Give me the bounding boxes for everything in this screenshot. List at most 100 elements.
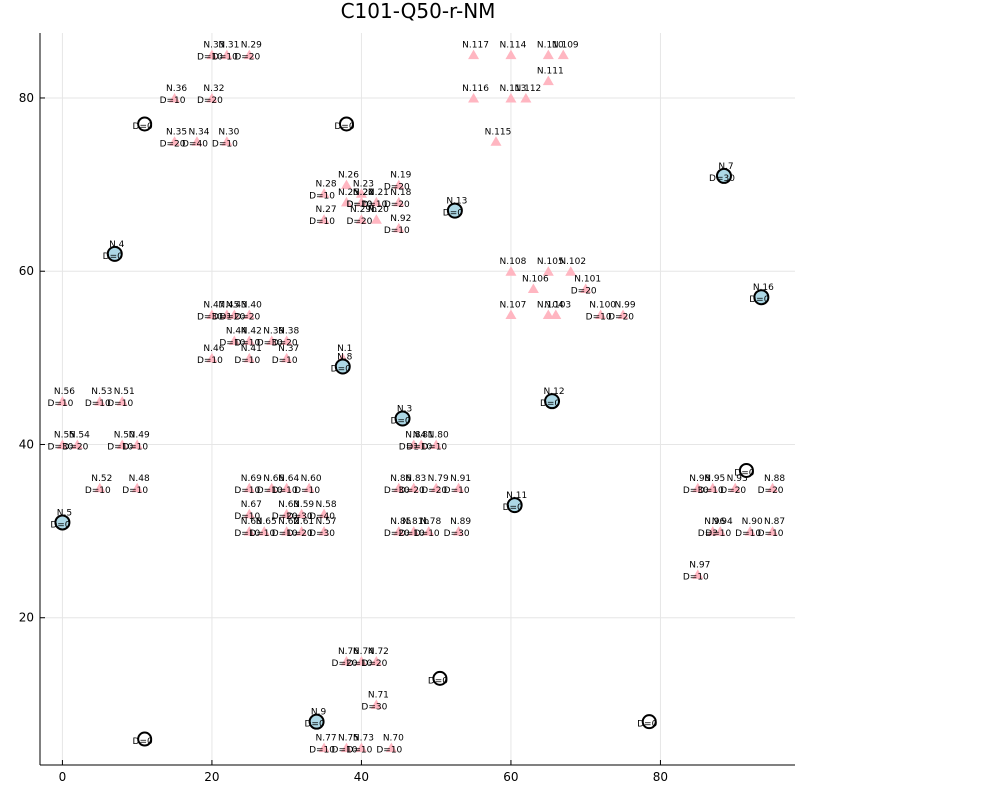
customer-demand-label: D=10 [107,399,133,409]
customer-id-label: N.19 [390,171,411,181]
customer-point [169,92,181,103]
customer-demand-label: D=10 [197,53,223,63]
customer-point [707,526,719,536]
customer-point [266,482,278,493]
customer-id-label: N.108 [500,257,527,267]
customer-id-label: N.94 [712,517,733,527]
customer-point [116,439,128,449]
customer-id-label: N.27 [316,205,337,215]
customer-point [565,266,577,276]
customer-demand-label: D=30 [698,529,724,539]
customer-point [243,526,255,536]
customer-point [281,482,293,493]
customer-demand-label: D=20 [346,217,372,227]
customer-demand-label: D=10 [160,96,186,106]
customer-demand-label: D=10 [107,442,133,452]
depot-point [753,289,770,306]
customer-id-label: N.101 [574,275,601,285]
customer-id-label: N.38 [278,327,299,337]
customer-point [281,352,293,363]
customer-demand-label: D=10 [122,486,148,496]
customer-demand-label: D=10 [346,200,372,210]
customer-point [453,482,465,493]
station-demand-label: D=0 [734,468,754,478]
customer-id-label: N.46 [203,344,224,354]
customer-id-label: N.25 [338,188,359,198]
customer-id-label: N.116 [462,84,489,94]
customer-id-label: N.1 [337,344,352,354]
depot-demand-label: D=0 [443,209,463,219]
customer-id-label: N.32 [203,84,224,94]
customer-id-label: N.107 [500,301,527,311]
customer-demand-label: D=10 [309,217,335,227]
customer-demand-label: D=10 [309,746,335,756]
customer-point [415,439,427,449]
customer-id-label: N.67 [241,500,262,510]
station-demand-label: D=0 [334,122,354,132]
depot-id-label: N.4 [109,240,125,250]
depot-demand-label: D=0 [103,252,123,262]
customer-demand-label: D=10 [414,529,440,539]
depot-id-label: N.16 [753,283,774,293]
customer-id-label: N.23 [353,179,374,189]
customer-point [542,49,554,60]
customer-point [206,49,218,60]
customer-id-label: N.72 [368,647,389,657]
customer-id-label: N.31 [218,41,239,51]
customer-id-label: N.35 [166,127,187,137]
customer-point [243,482,255,493]
customer-id-label: N.74 [353,647,374,657]
customer-point [542,309,554,320]
customer-id-label: N.100 [589,301,616,311]
customer-id-label: N.93 [727,474,748,484]
customer-point [340,196,352,207]
customer-id-label: N.86 [390,474,411,484]
customer-demand-label: D=30 [384,486,410,496]
customer-point [228,335,240,346]
customer-point [355,214,367,224]
station-point [338,116,354,132]
customer-id-label: N.75 [338,734,359,744]
customer-point [296,526,308,536]
customer-id-label: N.53 [91,387,112,397]
customer-demand-label: D=10 [406,442,432,452]
customer-id-label: N.111 [537,67,564,77]
customer-point [542,75,554,86]
depot-demand-label: D=0 [390,416,410,426]
customer-id-label: N.110 [537,41,564,51]
customer-demand-label: D=10 [346,746,372,756]
customer-demand-label: D=10 [234,356,260,366]
customer-id-label: N.77 [316,734,337,744]
customer-point [303,482,315,493]
customer-demand-label: D=10 [272,356,298,366]
customer-point [542,266,554,276]
customer-id-label: N.44 [226,327,247,337]
customer-point [490,136,502,146]
customer-id-label: N.54 [69,430,90,440]
customer-point [453,526,465,536]
customer-id-label: N.113 [500,84,527,94]
customer-id-label: N.29b [350,205,377,215]
customer-demand-label: D=20 [399,486,425,496]
customer-point [550,309,562,320]
customer-id-label: N.61 [293,517,314,527]
customer-demand-label: D=10 [421,442,447,452]
customer-demand-label: D=20 [272,512,298,522]
customer-id-label: N.90 [742,517,763,527]
depot-point [544,393,561,410]
depot-demand-label: D=0 [540,399,560,409]
customer-point [430,439,442,449]
customer-id-label: N.60 [301,474,322,484]
customer-demand-label: D=20 [384,183,410,193]
customer-point [206,352,218,363]
customer-demand-label: D=20 [571,287,597,297]
customer-point [393,179,405,190]
customer-demand-label: D=10 [294,486,320,496]
customer-id-label: N.42 [241,327,262,337]
depot-id-label: N.5 [57,508,72,518]
customer-point [206,92,218,103]
station-demand-label: D=0 [637,720,657,730]
customer-point [505,309,517,320]
customer-point [505,266,517,276]
